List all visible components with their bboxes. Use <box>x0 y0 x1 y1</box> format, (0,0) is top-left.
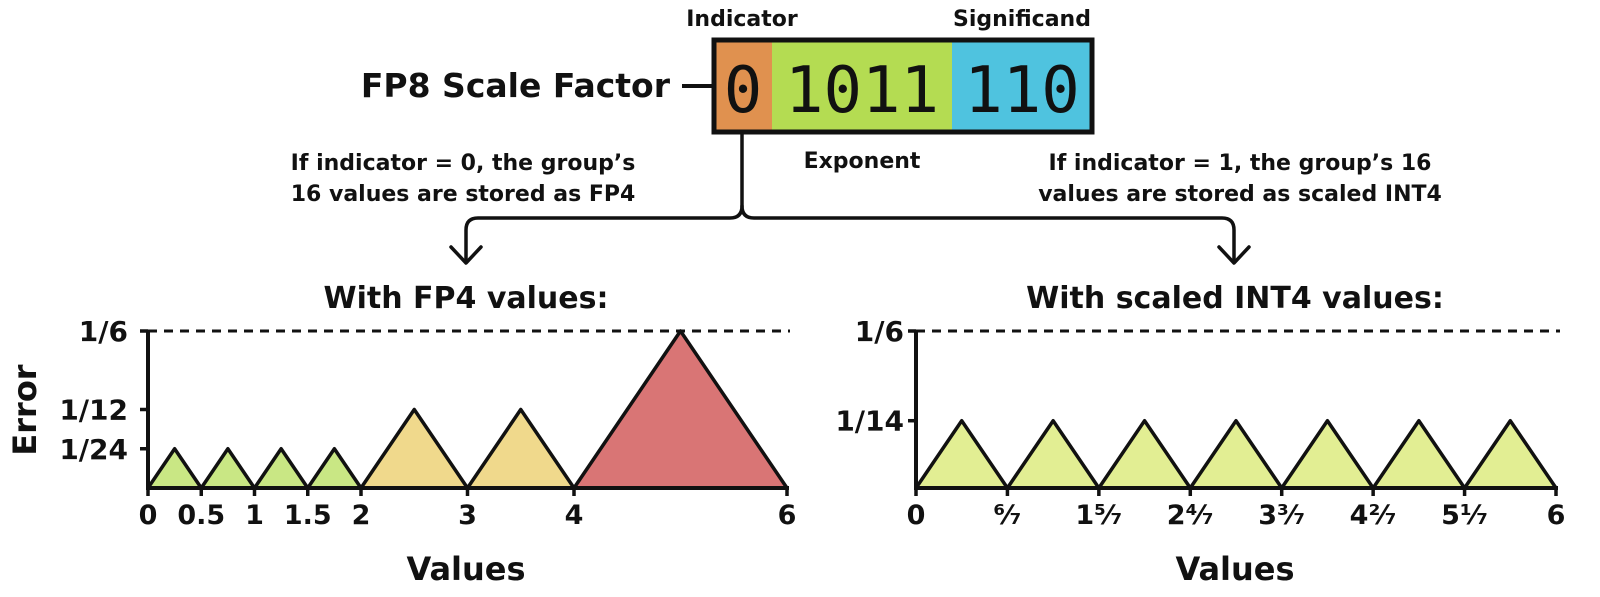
error-triangle <box>1279 418 1375 490</box>
error-triangle <box>1005 418 1101 490</box>
y-tick-label: 1/12 <box>59 394 128 427</box>
error-triangle <box>1097 418 1193 490</box>
int4-x-axis-label: Values <box>1175 550 1294 588</box>
y-tick-label: 1/6 <box>855 315 904 348</box>
x-tick-label: 4 <box>565 500 584 531</box>
y-tick-label: 1/14 <box>835 405 904 438</box>
fp4-y-axis-label: Error <box>6 364 44 455</box>
x-tick-label: 6 <box>778 500 797 531</box>
bit-box-border <box>711 37 1095 135</box>
x-tick-label: 0.5 <box>177 500 225 531</box>
branch-connector <box>449 132 1251 265</box>
x-tick-label: 5¹⁄₇ <box>1441 500 1488 531</box>
x-tick-label: 1⁵⁄₇ <box>1075 500 1122 531</box>
x-tick-label: 1.5 <box>284 500 332 531</box>
error-triangle <box>146 447 203 490</box>
error-triangle <box>465 407 576 490</box>
fp8-header: FP8 Scale Factor Indicator Significand E… <box>361 7 1095 174</box>
x-tick-label: 3 <box>458 500 477 531</box>
x-tick-label: 4²⁄₇ <box>1350 500 1397 531</box>
error-triangle <box>1371 418 1467 490</box>
error-triangle <box>1188 418 1284 490</box>
x-tick-label: 0 <box>139 500 158 531</box>
x-tick-label: 1 <box>245 500 264 531</box>
x-tick-label: 0 <box>907 500 926 531</box>
right-arrowhead <box>1217 245 1251 265</box>
fp4-chart-title: With FP4 values: <box>324 281 609 316</box>
x-tick-label: 3³⁄₇ <box>1258 500 1305 531</box>
error-triangle <box>1462 418 1558 490</box>
error-triangle <box>914 418 1010 490</box>
significand-bits-cell <box>952 40 1092 132</box>
fp4-x-axis-label: Values <box>406 550 525 588</box>
error-triangle <box>252 447 310 490</box>
int4-chart-title: With scaled INT4 values: <box>1026 281 1444 316</box>
note-left-line-1: If indicator = 0, the group’s <box>291 151 636 176</box>
fp4-error-chart: With FP4 values: Error Values 1/24 1/12 1/… <box>6 281 796 588</box>
indicator-bit-text: 0 <box>724 54 763 128</box>
x-tick-label: 2⁴⁄₇ <box>1167 500 1214 531</box>
error-triangle <box>306 447 363 490</box>
left-arrowhead <box>449 245 483 265</box>
note-left-line-2: 16 values are stored as FP4 <box>291 182 636 207</box>
indicator-label: Indicator <box>686 7 798 32</box>
int4-error-chart: With scaled INT4 values: Values 1/14 1/6 0… <box>835 281 1565 588</box>
note-left: If indicator = 0, the group’s 16 values … <box>291 151 636 207</box>
x-tick-label: 6 <box>1547 500 1566 531</box>
error-triangle <box>572 329 789 490</box>
note-right-line-1: If indicator = 1, the group’s 16 <box>1049 151 1432 176</box>
exponent-bits-cell <box>772 40 952 132</box>
y-tick-label: 1/24 <box>59 433 128 466</box>
x-tick-label: ⁶⁄₇ <box>993 500 1021 531</box>
exponent-label: Exponent <box>804 149 921 174</box>
fp8-title: FP8 Scale Factor <box>361 66 671 105</box>
error-triangle <box>199 447 257 490</box>
exponent-bits-text: 1011 <box>785 54 939 128</box>
y-tick-label: 1/6 <box>79 315 128 348</box>
note-right: If indicator = 1, the group’s 16 values … <box>1038 151 1442 207</box>
error-triangle <box>359 407 470 490</box>
indicator-bit-cell <box>714 40 772 132</box>
significand-label: Significand <box>953 7 1091 32</box>
x-tick-label: 2 <box>352 500 371 531</box>
note-right-line-2: values are stored as scaled INT4 <box>1038 182 1442 207</box>
significand-bits-text: 110 <box>964 54 1080 128</box>
